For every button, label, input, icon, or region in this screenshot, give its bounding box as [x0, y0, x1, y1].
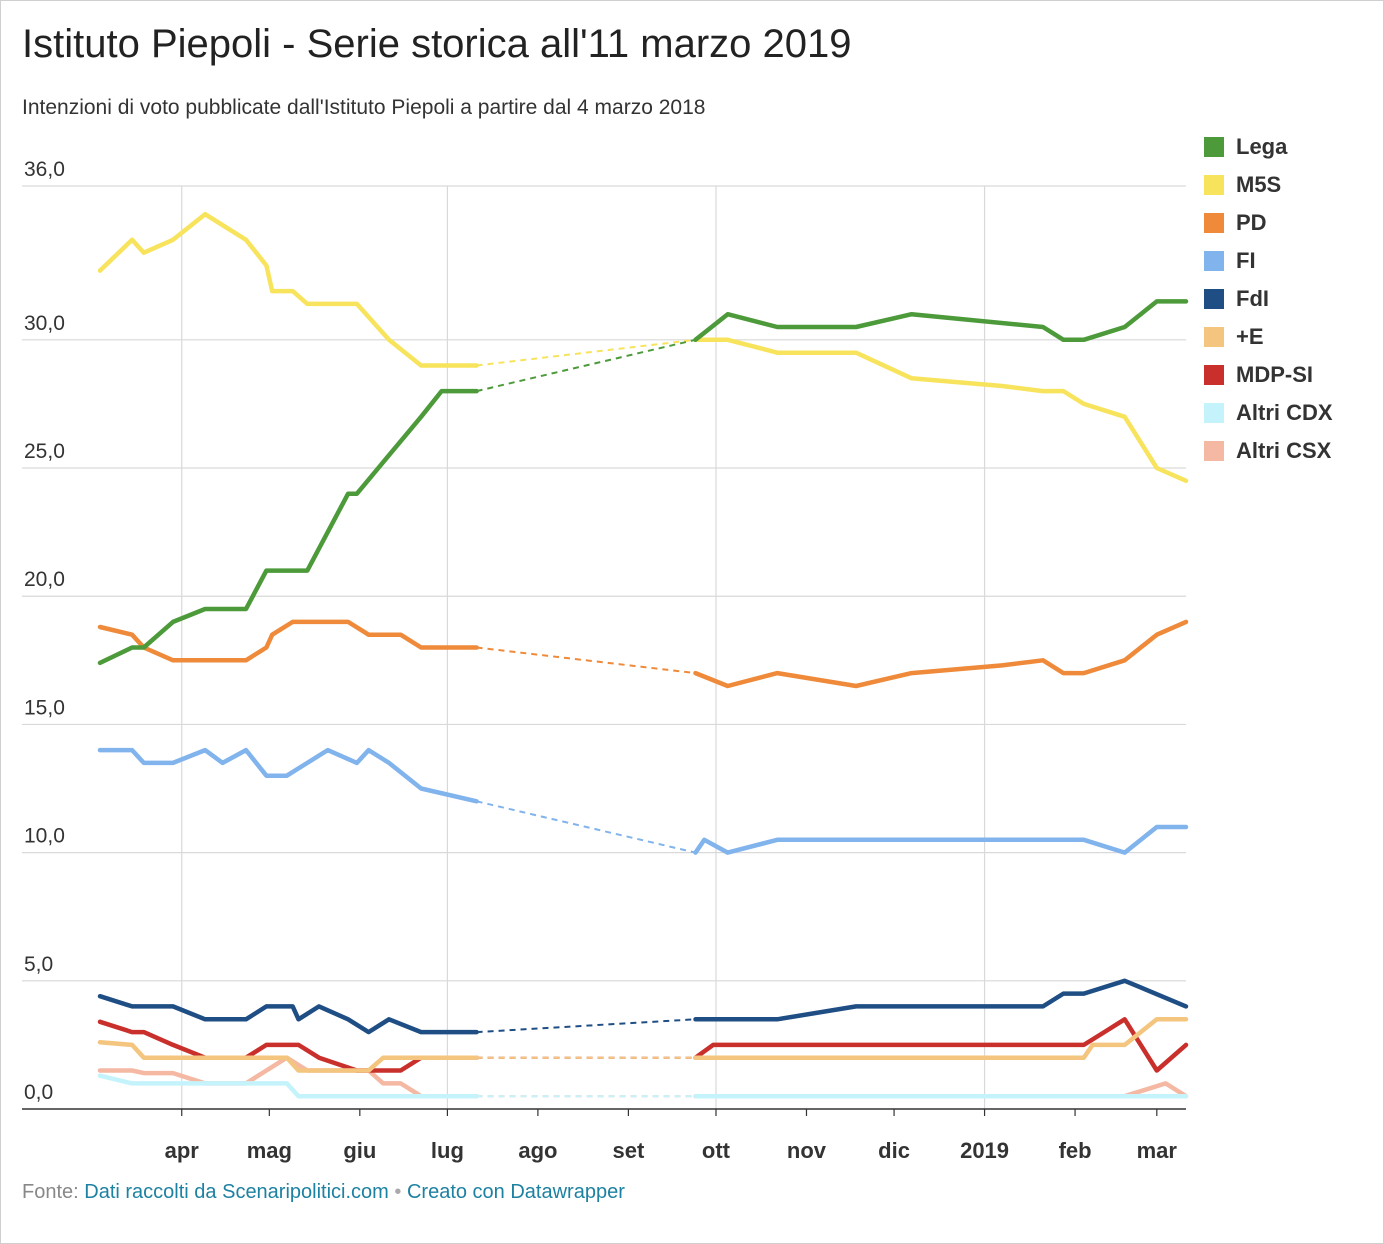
series-line-segment: [693, 1017, 1189, 1060]
series-line-segment: [693, 824, 1189, 855]
series-line-segment: [97, 1073, 479, 1099]
axis-layer: 0,0 5,0 10,0 15,0 20,0 25,0 30,0 36,0 apr mag giu l…: [22, 158, 1186, 1163]
legend-item: Lega: [1204, 128, 1333, 166]
series-gap-dashed: [476, 1018, 696, 1034]
series-mdp-si: [97, 1017, 1189, 1073]
series-gap-dashed: [476, 646, 696, 675]
legend-swatch: [1204, 213, 1224, 233]
series-gap-dashed: [476, 338, 696, 393]
x-tick-label: lug: [431, 1138, 464, 1163]
series-lega: [97, 299, 1189, 666]
legend-swatch: [1204, 175, 1224, 195]
y-tick-label: 25,0: [24, 440, 65, 463]
legend-label: PD: [1236, 210, 1267, 235]
legend-label: FdI: [1236, 286, 1269, 311]
series-gap-dashed: [476, 800, 696, 854]
legend-item: MDP-SI: [1204, 356, 1333, 394]
series-line-segment: [97, 1055, 479, 1099]
series-line-segment: [97, 1019, 479, 1073]
x-tick-label: set: [613, 1138, 645, 1163]
legend-swatch: [1204, 365, 1224, 385]
legend-label: Altri CSX: [1236, 438, 1332, 463]
x-tick-label: ago: [518, 1138, 557, 1163]
legend-item: FdI: [1204, 280, 1333, 318]
y-tick-label: 30,0: [24, 312, 65, 335]
legend-swatch: [1204, 441, 1224, 461]
legend-swatch: [1204, 251, 1224, 271]
y-tick-label: 15,0: [24, 696, 65, 719]
series-gap-dashed: [476, 338, 696, 367]
y-tick-label: 0,0: [24, 1081, 53, 1104]
series-line-segment: [97, 993, 479, 1035]
legend-label: Altri CDX: [1236, 400, 1333, 425]
x-tick-label: mag: [247, 1138, 292, 1163]
y-tick-label: 5,0: [24, 953, 53, 976]
footer: Fonte: Dati raccolti da Scenaripolitici.…: [22, 1181, 625, 1204]
legend-item: Altri CDX: [1204, 394, 1333, 432]
chart-title: Istituto Piepoli - Serie storica all'11 …: [22, 22, 852, 66]
footer-separator: •: [394, 1181, 402, 1203]
legend-swatch: [1204, 403, 1224, 423]
series-altri-csx: [97, 1055, 1189, 1099]
legend-item: M5S: [1204, 166, 1333, 204]
y-tick-label: 20,0: [24, 568, 65, 591]
legend-item: PD: [1204, 204, 1333, 242]
x-tick-label: apr: [165, 1138, 200, 1163]
x-tick-label: nov: [787, 1138, 827, 1163]
legend-label: MDP-SI: [1236, 362, 1313, 387]
series-line-segment: [97, 619, 479, 663]
y-tick-label: 36,0: [24, 158, 65, 181]
legend-label: M5S: [1236, 172, 1282, 197]
series-pd: [97, 619, 1189, 689]
legend-swatch: [1204, 137, 1224, 157]
series-line-segment: [97, 747, 479, 804]
datawrapper-link[interactable]: Creato con Datawrapper: [406, 1181, 625, 1203]
legend-swatch: [1204, 327, 1224, 347]
x-tick-label: feb: [1059, 1138, 1092, 1163]
x-tick-label: 2019: [960, 1138, 1009, 1163]
x-tick-label: giu: [343, 1138, 376, 1163]
chart-subtitle: Intenzioni di voto pubblicate dall'Istit…: [22, 96, 706, 119]
series-fi: [97, 747, 1189, 855]
series-line-segment: [97, 211, 479, 368]
legend-item: Altri CSX: [1204, 432, 1333, 470]
series-line-segment: [693, 337, 1189, 484]
source-prefix: Fonte:: [22, 1181, 79, 1203]
x-tick-label: mar: [1137, 1138, 1178, 1163]
legend-swatch: [1204, 289, 1224, 309]
series-fdi: [97, 978, 1189, 1035]
legend-label: Lega: [1236, 134, 1288, 159]
legend-item: FI: [1204, 242, 1333, 280]
source-link[interactable]: Dati raccolti da Scenaripolitici.com: [84, 1181, 389, 1203]
x-tick-label: ott: [702, 1138, 731, 1163]
series-altri-cdx: [97, 1073, 1189, 1099]
series-m5s: [97, 211, 1189, 484]
series-layer: [97, 211, 1189, 1099]
legend-label: FI: [1236, 248, 1256, 273]
series-line-segment: [693, 978, 1189, 1022]
y-tick-label: 10,0: [24, 825, 65, 848]
series-line-segment: [693, 619, 1189, 689]
series-line-segment: [97, 388, 479, 666]
series--e: [97, 1017, 1189, 1073]
series-line-segment: [693, 299, 1189, 343]
grid-layer: [22, 185, 1186, 1109]
series-line-segment: [693, 1017, 1189, 1073]
legend-label: +E: [1236, 324, 1264, 349]
series-line-segment: [97, 1040, 479, 1073]
x-tick-label: dic: [878, 1138, 910, 1163]
legend: Lega M5S PD FI FdI +E MDP-SI Altri CDX Altri CSX: [1204, 128, 1333, 470]
legend-item: +E: [1204, 318, 1333, 356]
